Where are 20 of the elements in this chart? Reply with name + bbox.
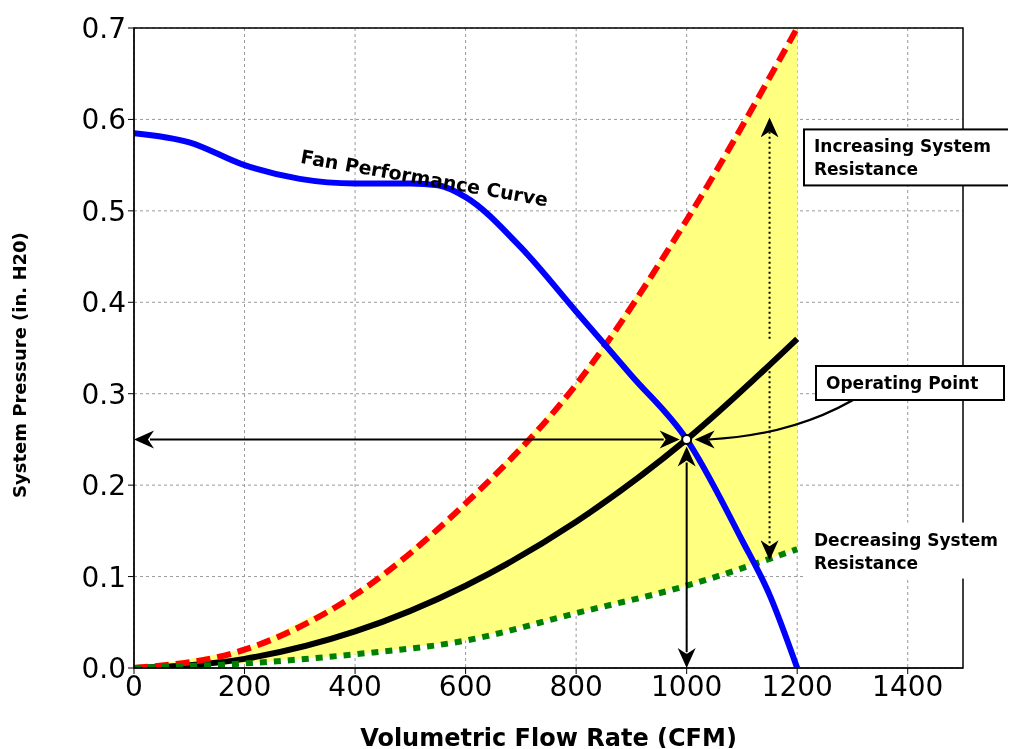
y-axis-title: System Pressure (in. H20) bbox=[9, 232, 31, 498]
x-tick-label: 200 bbox=[217, 669, 272, 703]
y-tick-label: 0.7 bbox=[81, 11, 126, 45]
annotation: Decreasing System Resistance bbox=[814, 529, 999, 573]
x-tick-label: 1000 bbox=[651, 669, 723, 703]
x-tick-label: 400 bbox=[328, 669, 382, 703]
x-tick-label: 1200 bbox=[761, 669, 833, 703]
y-tick-label: 0.2 bbox=[81, 469, 126, 503]
y-tick-label: 0.5 bbox=[81, 194, 126, 228]
x-tick-label: 0 bbox=[125, 669, 143, 703]
y-tick-label: 0.0 bbox=[81, 651, 126, 685]
annotation: Increasing System Resistance bbox=[814, 136, 991, 180]
y-tick-label: 0.1 bbox=[81, 560, 126, 594]
x-tick-label: 600 bbox=[438, 669, 493, 703]
y-tick-label: 0.6 bbox=[81, 103, 126, 137]
x-tick-label: 800 bbox=[549, 669, 603, 703]
y-tick-label: 0.3 bbox=[81, 377, 126, 411]
x-tick-label: 1400 bbox=[872, 669, 944, 703]
annotation: Operating Point bbox=[826, 373, 979, 393]
y-tick-label: 0.4 bbox=[81, 286, 126, 320]
